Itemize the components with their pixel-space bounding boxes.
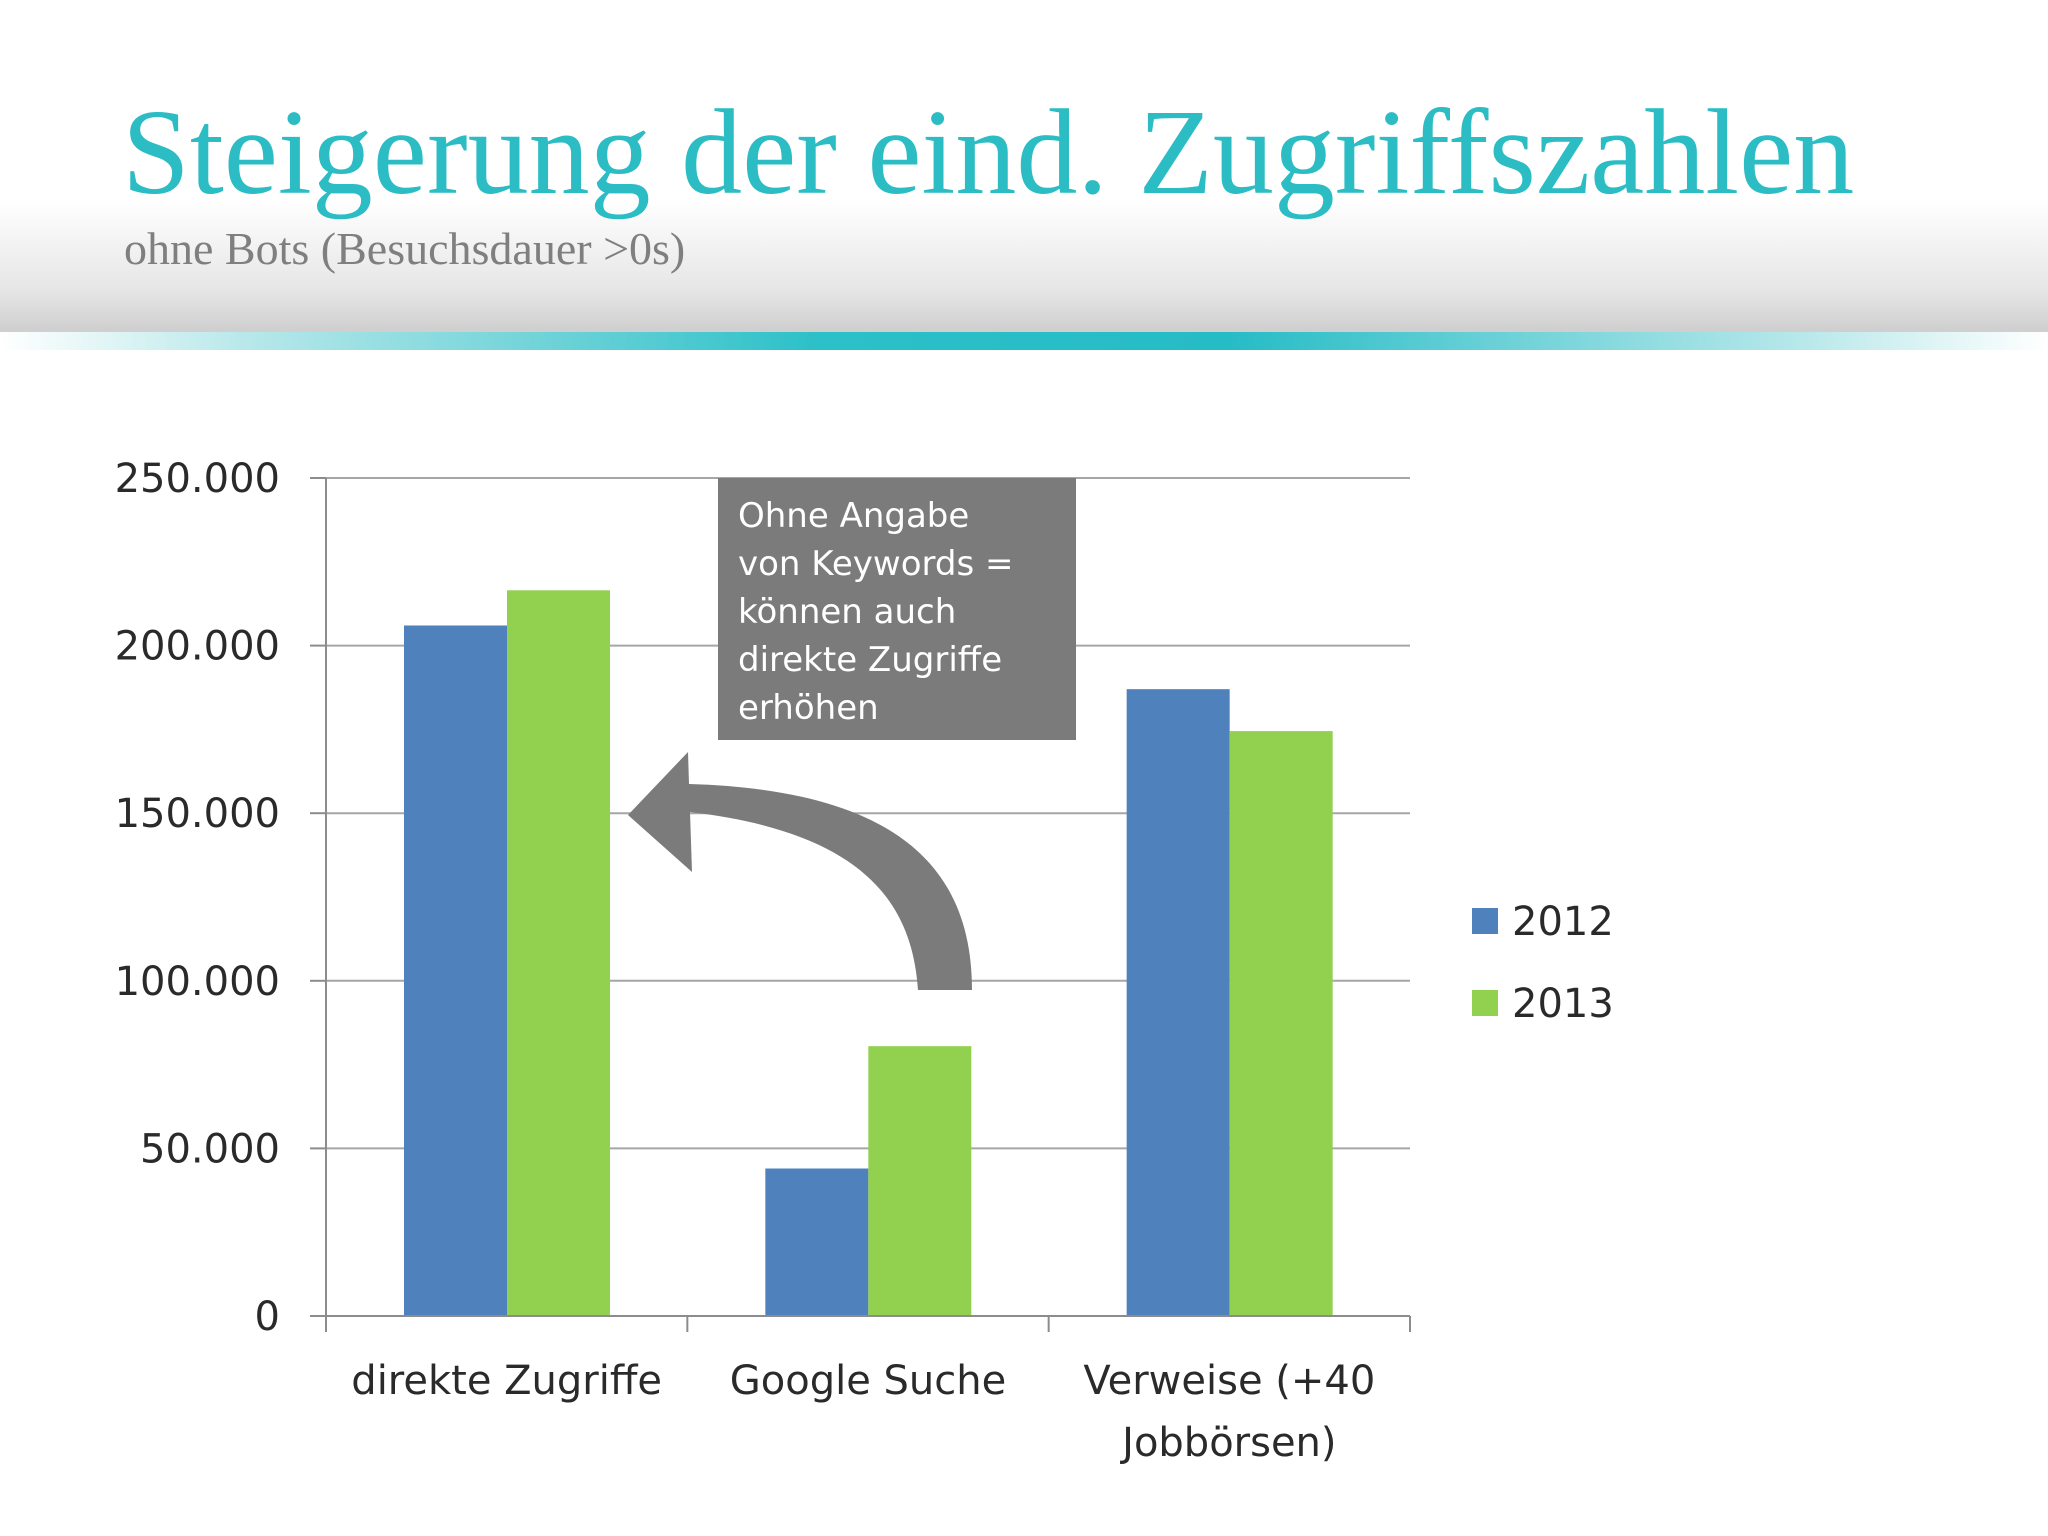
bar-2012 — [765, 1168, 869, 1316]
x-tick-labels: direkte Zugriffe Google Suche Verweise (+4… — [351, 1358, 1375, 1466]
curved-arrow-left-icon — [628, 752, 972, 990]
x-tick-label: Jobbörsen) — [1119, 1420, 1336, 1466]
legend-label-2012: 2012 — [1512, 899, 1614, 945]
bar-2013 — [507, 590, 610, 1316]
y-tick-label: 100.000 — [115, 959, 280, 1005]
callout-text: Ohne Angabe von Keywords = können auch d… — [738, 496, 1014, 728]
axes — [310, 477, 1411, 1332]
x-tick-label: Google Suche — [730, 1358, 1006, 1404]
y-tick-label: 150.000 — [115, 791, 280, 837]
accent-line — [0, 332, 2048, 350]
legend: 2012 2013 — [1472, 899, 1614, 1027]
x-tick-label: Verweise (+40 — [1083, 1358, 1375, 1404]
legend-swatch-2013 — [1472, 990, 1498, 1016]
bar-2013 — [868, 1046, 972, 1316]
legend-swatch-2012 — [1472, 908, 1498, 934]
y-tick-label: 0 — [255, 1294, 280, 1340]
bar-2013 — [1229, 731, 1333, 1316]
slide-subtitle: ohne Bots (Besuchsdauer >0s) — [124, 223, 686, 274]
y-tick-label: 50.000 — [140, 1126, 280, 1172]
bars — [404, 590, 1333, 1316]
header-band — [0, 0, 2048, 332]
y-tick-label: 200.000 — [115, 624, 280, 670]
slide-title: Steigerung der eind. Zugriffszahlen — [122, 85, 1855, 220]
callout-box: Ohne Angabe von Keywords = können auch d… — [718, 478, 1076, 740]
y-tick-label: 250.000 — [115, 456, 280, 502]
legend-label-2013: 2013 — [1512, 981, 1614, 1027]
y-tick-labels: 0 50.000 100.000 150.000 200.000 250.000 — [115, 456, 280, 1340]
bar-2012 — [404, 625, 507, 1316]
bar-2012 — [1126, 689, 1230, 1316]
x-tick-label: direkte Zugriffe — [351, 1358, 662, 1404]
